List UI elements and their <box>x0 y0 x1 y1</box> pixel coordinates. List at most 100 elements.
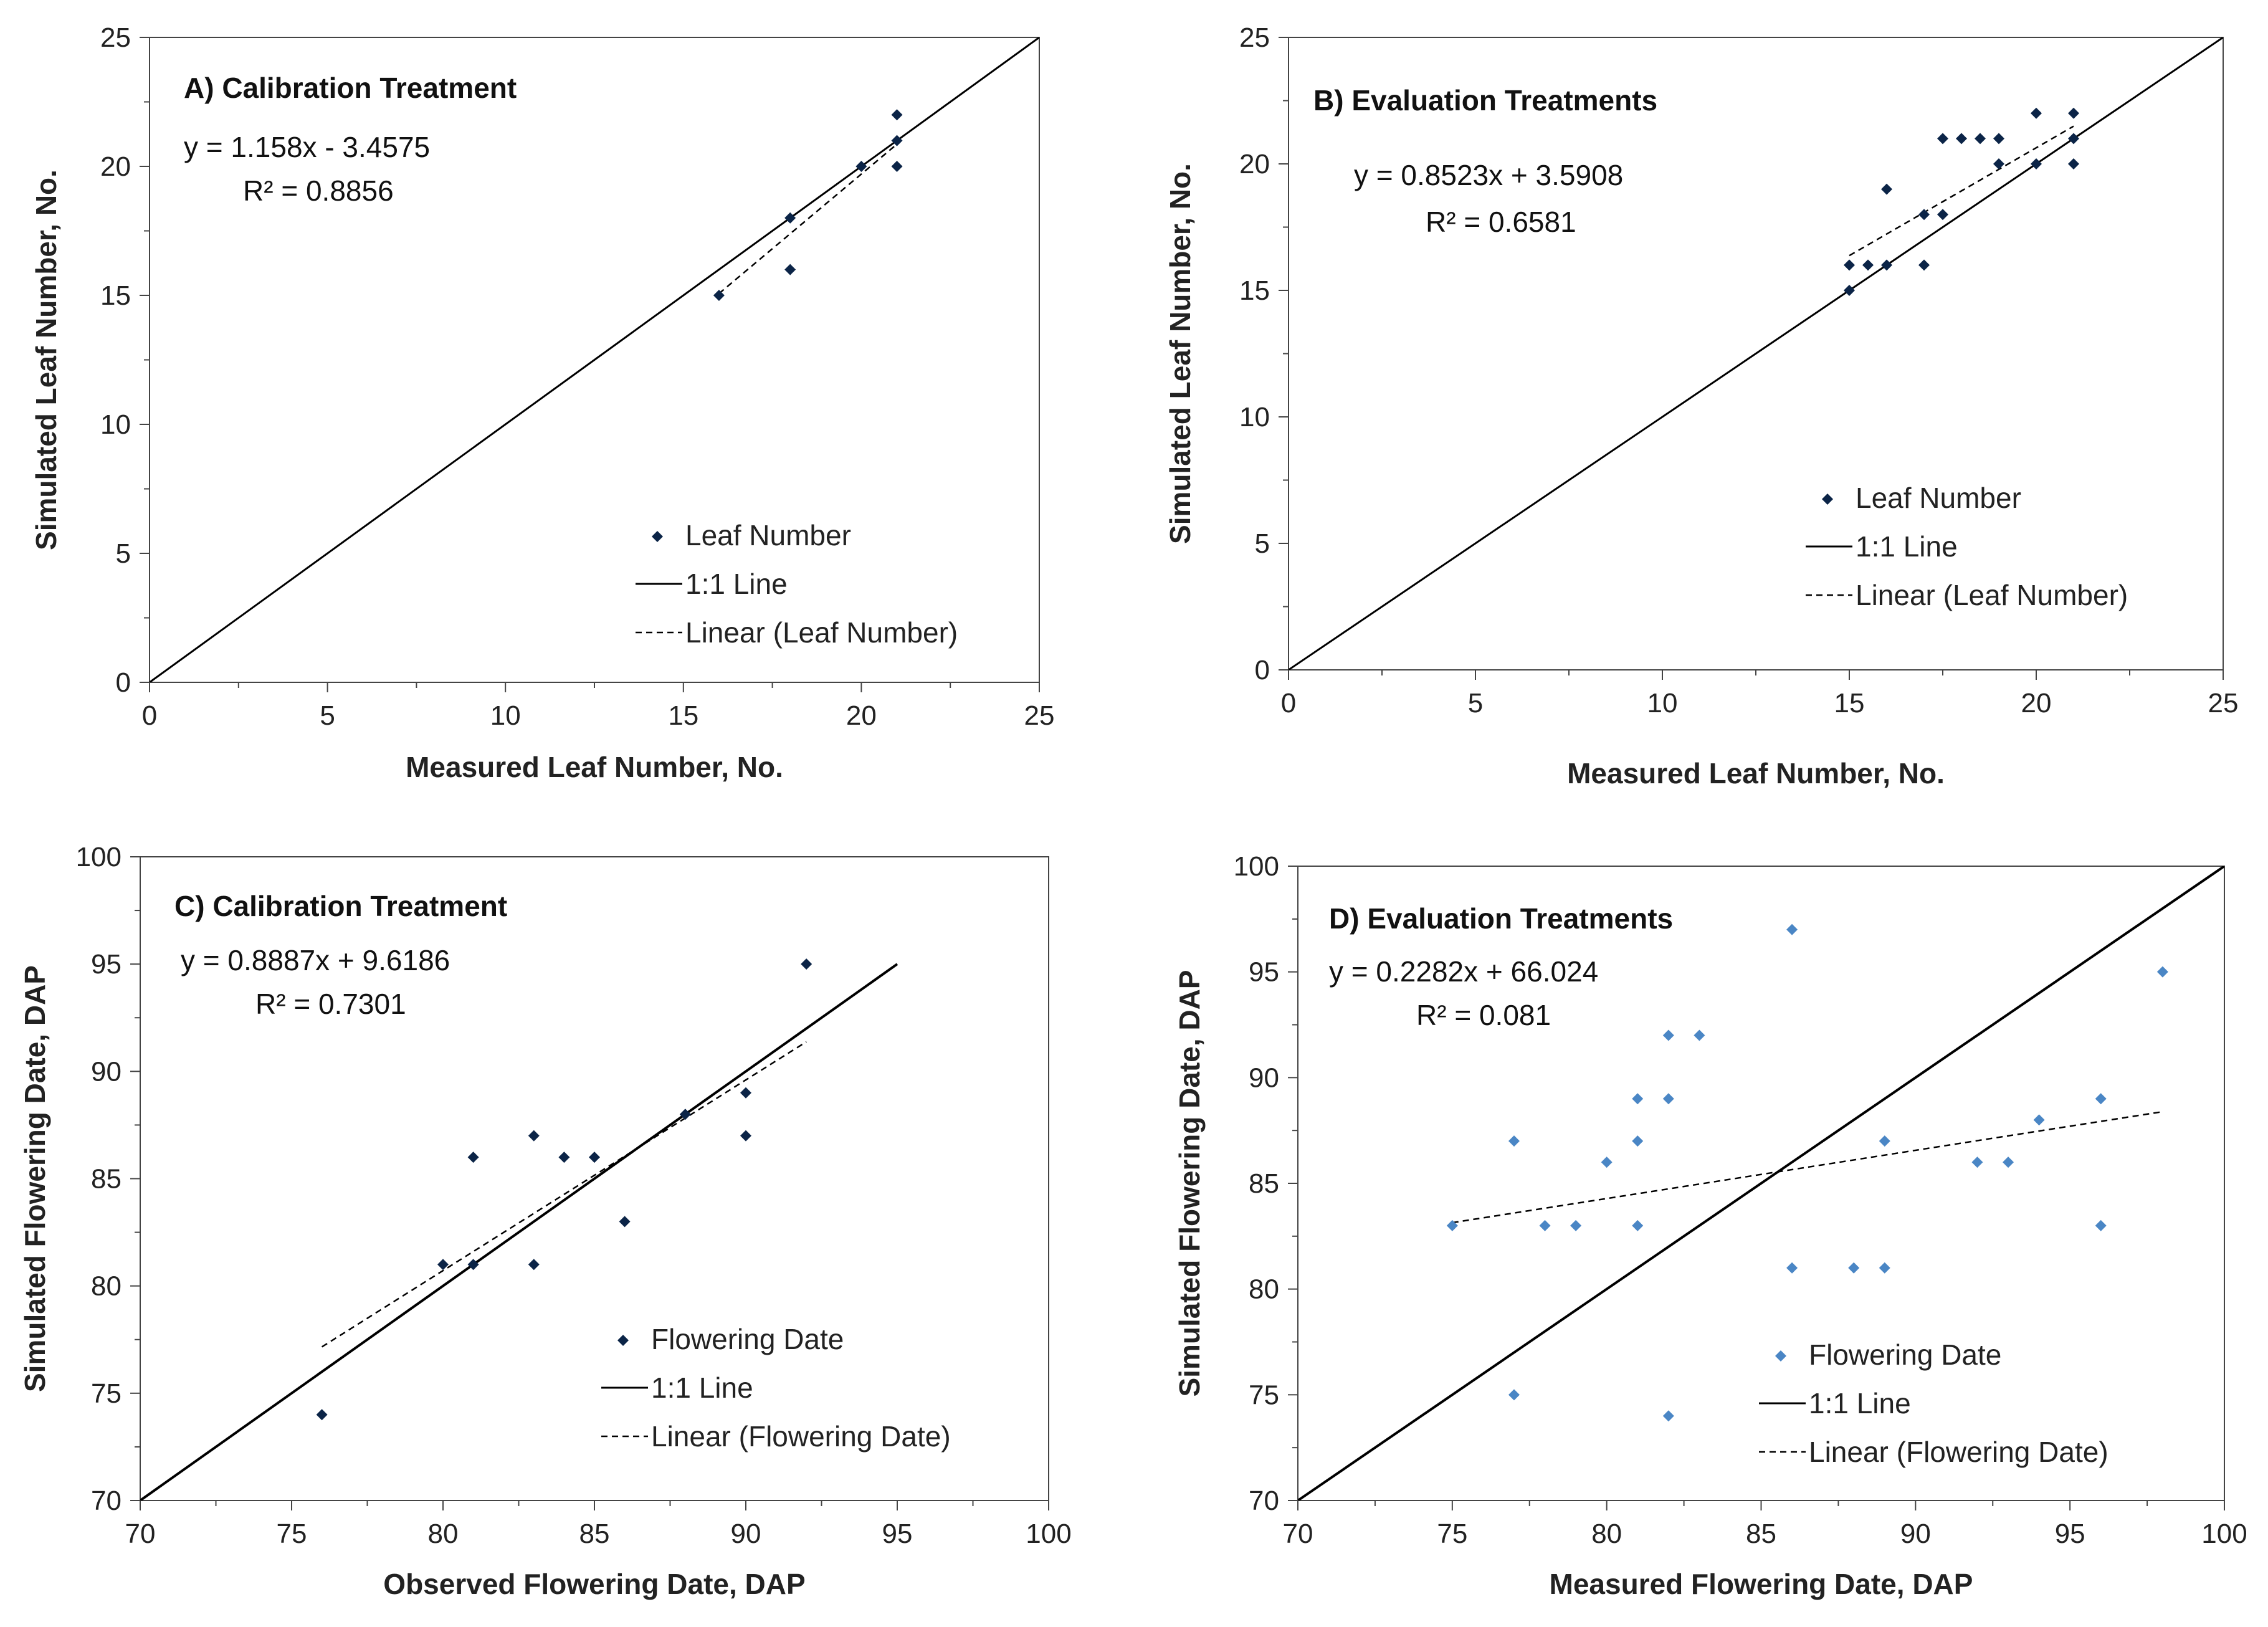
data-point <box>855 161 867 172</box>
y-tick-label: 10 <box>1239 402 1270 432</box>
data-point <box>1786 1262 1798 1274</box>
data-point <box>1975 133 1986 145</box>
x-tick-label: 100 <box>1026 1519 1071 1549</box>
data-point <box>740 1130 751 1142</box>
data-point <box>1601 1157 1613 1168</box>
y-tick-label: 75 <box>1249 1380 1279 1410</box>
trend-line <box>1849 125 2074 257</box>
y-tick-label: 90 <box>1249 1062 1279 1093</box>
data-point <box>1956 133 1967 145</box>
legend-entry: Linear (Leaf Number) <box>1856 579 2128 611</box>
data-point <box>891 109 903 121</box>
x-tick-label: 5 <box>320 700 335 731</box>
data-point <box>558 1152 570 1163</box>
data-point <box>1844 285 1855 296</box>
y-tick-label: 85 <box>91 1164 122 1195</box>
data-point <box>2003 1157 2014 1168</box>
x-tick-label: 20 <box>2021 688 2052 718</box>
data-point <box>1848 1262 1860 1274</box>
series-lines <box>1289 37 2223 670</box>
data-point <box>679 1109 691 1120</box>
data-point <box>1508 1389 1520 1401</box>
r-squared: R² = 0.7301 <box>255 988 406 1020</box>
regression-equation: y = 0.8887x + 9.6186 <box>181 944 450 976</box>
legend-entry: 1:1 Line <box>1809 1387 1911 1419</box>
x-tick-label: 90 <box>1900 1519 1931 1549</box>
data-point <box>1632 1219 1644 1231</box>
legend-entry: Flowering Date <box>651 1323 844 1355</box>
data-point <box>528 1130 540 1142</box>
r-squared: R² = 0.8856 <box>243 174 394 207</box>
data-point <box>1539 1219 1551 1231</box>
chart-panel-2: 0 5 10 15 20 25 0 5 10 15 20 25 Measured Leaf Number… <box>1164 22 2238 790</box>
identity-line <box>150 37 1039 682</box>
x-axis-title: Observed Flowering Date, DAP <box>383 1568 805 1600</box>
data-point <box>2095 1219 2107 1231</box>
identity-line <box>1289 37 2223 670</box>
r-squared: R² = 0.6581 <box>1426 206 1576 238</box>
data-point <box>589 1152 600 1163</box>
trend-line <box>321 1041 807 1348</box>
trend-line <box>718 143 898 295</box>
legend-marker-points <box>1822 494 1833 505</box>
data-point <box>1786 923 1798 935</box>
regression-equation: y = 1.158x - 3.4575 <box>184 131 430 163</box>
data-point <box>1879 1262 1890 1274</box>
data-point <box>2031 158 2042 169</box>
x-tick-label: 90 <box>731 1519 761 1549</box>
data-point <box>1632 1135 1644 1147</box>
x-tick-label: 70 <box>125 1519 156 1549</box>
x-axis-title: Measured Flowering Date, DAP <box>1550 1568 1973 1600</box>
y-tick-label: 25 <box>1239 22 1270 53</box>
data-point <box>1937 133 1948 145</box>
y-axis-title: Simulated Flowering Date, DAP <box>1173 970 1206 1397</box>
x-tick-label: 0 <box>142 700 157 731</box>
data-point <box>740 1087 751 1099</box>
chart-panel-1: 0 5 10 15 20 25 0 5 10 15 20 25 Measured Leaf Number… <box>30 22 1054 783</box>
data-point <box>2068 133 2079 145</box>
legend-entry: 1:1 Line <box>1856 530 1958 563</box>
y-tick-label: 5 <box>116 538 131 569</box>
data-point <box>316 1409 328 1421</box>
data-point <box>1662 1093 1674 1105</box>
panel-title: A) Calibration Treatment <box>184 72 517 104</box>
y-tick-label: 20 <box>100 151 131 182</box>
data-point <box>2031 107 2042 119</box>
y-tick-label: 70 <box>1249 1486 1279 1516</box>
data-point <box>2095 1093 2107 1105</box>
x-tick-label: 15 <box>668 700 698 731</box>
y-tick-label: 95 <box>1249 957 1279 988</box>
y-tick-label: 25 <box>100 22 131 53</box>
data-point <box>1662 1410 1674 1422</box>
y-tick-label: 20 <box>1239 149 1270 179</box>
data-point <box>467 1152 479 1163</box>
x-tick-label: 25 <box>2208 688 2239 718</box>
data-point <box>784 212 796 224</box>
data-point <box>784 264 796 275</box>
x-tick-label: 15 <box>1834 688 1865 718</box>
chart-panel-4: 70 75 80 85 90 95 100 70 75 80 85 90 95 100 Measured F… <box>1173 851 2247 1600</box>
x-tick-label: 75 <box>277 1519 307 1549</box>
series-lines <box>140 963 898 1501</box>
y-axis-title: Simulated Leaf Number, No. <box>1164 163 1196 544</box>
data-point <box>1881 259 1892 271</box>
data-point <box>1937 209 1948 221</box>
data-point <box>1694 1029 1705 1041</box>
data-point <box>1844 259 1855 271</box>
x-tick-label: 85 <box>579 1519 610 1549</box>
y-tick-label: 95 <box>91 949 122 980</box>
legend-marker-points <box>652 531 663 542</box>
legend-entry: 1:1 Line <box>651 1372 753 1404</box>
y-tick-label: 5 <box>1255 528 1270 559</box>
regression-equation: y = 0.2282x + 66.024 <box>1329 955 1598 988</box>
y-tick-label: 15 <box>1239 275 1270 306</box>
x-tick-label: 95 <box>882 1519 913 1549</box>
y-tick-label: 85 <box>1249 1168 1279 1199</box>
x-tick-label: 100 <box>2201 1519 2247 1549</box>
data-point <box>437 1259 449 1271</box>
y-tick-label: 0 <box>1255 655 1270 685</box>
data-point <box>2033 1114 2045 1126</box>
data-point <box>528 1259 540 1271</box>
data-point <box>891 161 903 172</box>
legend-marker-points <box>1775 1350 1786 1362</box>
